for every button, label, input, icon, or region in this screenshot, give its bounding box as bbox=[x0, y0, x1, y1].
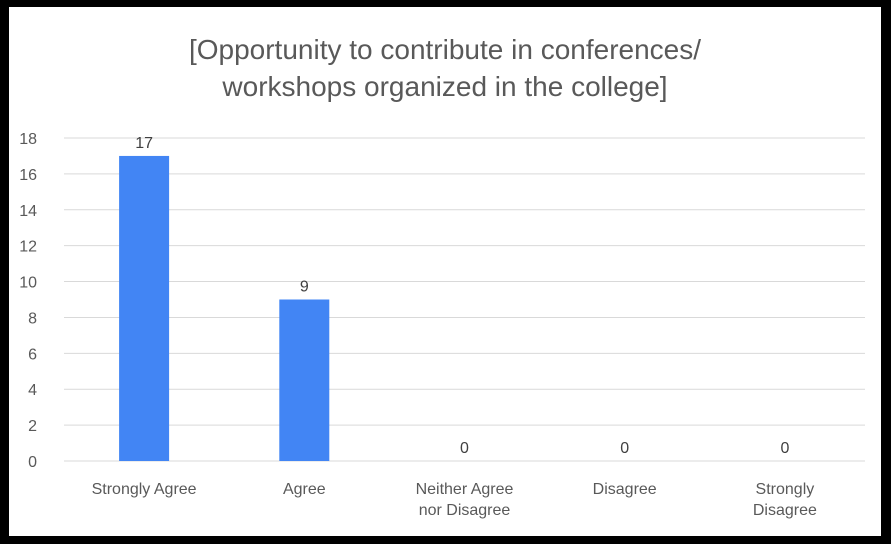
chart-title-line-1: [Opportunity to contribute in conference… bbox=[188, 34, 702, 65]
x-tick-label: Disagree bbox=[593, 481, 657, 498]
y-tick-label: 8 bbox=[28, 310, 37, 327]
y-tick-label: 16 bbox=[19, 167, 37, 184]
x-tick-label: Strongly Agree bbox=[92, 481, 197, 498]
y-tick-label: 12 bbox=[19, 239, 37, 256]
bar-chart: 0 2 4 6 8 10 12 14 16 18 17 Strongly Agree 9 Agree 0 Ne… bbox=[19, 131, 865, 519]
y-tick-label: 4 bbox=[28, 382, 37, 399]
bar bbox=[279, 299, 330, 461]
x-tick-label: Disagree bbox=[753, 502, 817, 519]
chart-title-line-2: workshops organized in the college] bbox=[222, 71, 668, 102]
y-tick-label: 14 bbox=[19, 203, 37, 220]
data-label: 0 bbox=[780, 440, 789, 457]
y-tick-label: 6 bbox=[28, 346, 37, 363]
chart-frame: [Opportunity to contribute in conference… bbox=[9, 7, 881, 536]
data-label: 17 bbox=[135, 135, 153, 152]
data-label: 0 bbox=[620, 440, 629, 457]
y-tick-label: 0 bbox=[28, 454, 37, 471]
x-tick-label: nor Disagree bbox=[419, 502, 511, 519]
data-label: 9 bbox=[300, 279, 309, 296]
chart-title: [Opportunity to contribute in conference… bbox=[9, 31, 881, 105]
data-label: 0 bbox=[460, 440, 469, 457]
y-tick-label: 10 bbox=[19, 275, 37, 292]
x-tick-label: Agree bbox=[283, 481, 326, 498]
bar bbox=[119, 155, 170, 461]
x-tick-label: Neither Agree bbox=[416, 481, 514, 498]
y-tick-label: 18 bbox=[19, 131, 37, 148]
y-tick-label: 2 bbox=[28, 418, 37, 435]
x-tick-label: Strongly bbox=[756, 481, 815, 498]
